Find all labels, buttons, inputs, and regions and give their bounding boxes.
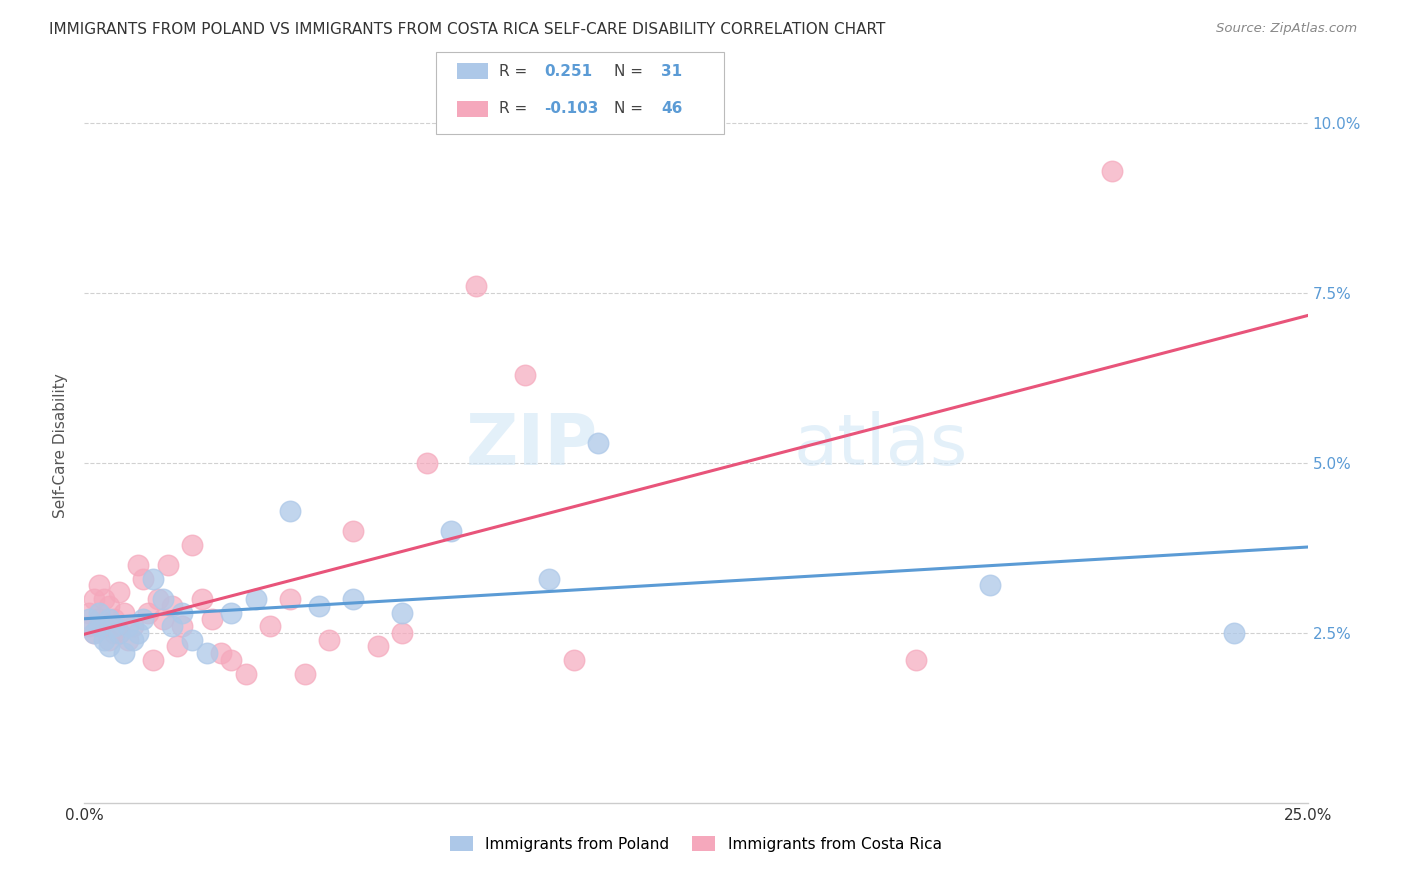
Text: R =: R =	[499, 64, 527, 78]
Point	[219, 653, 242, 667]
Point	[391, 626, 413, 640]
Point	[166, 640, 188, 654]
Point	[107, 626, 129, 640]
Text: Source: ZipAtlas.com: Source: ZipAtlas.com	[1216, 22, 1357, 36]
Point	[162, 599, 184, 613]
Point	[308, 599, 330, 613]
Point	[172, 606, 194, 620]
Text: R =: R =	[499, 102, 527, 116]
Point	[200, 612, 222, 626]
Point	[219, 606, 242, 620]
Point	[367, 640, 389, 654]
Point	[195, 646, 218, 660]
Point	[586, 435, 609, 450]
Point	[979, 578, 1001, 592]
Point	[513, 368, 536, 382]
Y-axis label: Self-Care Disability: Self-Care Disability	[53, 374, 69, 518]
Point	[97, 612, 120, 626]
Point	[156, 558, 179, 572]
Point	[77, 606, 100, 620]
Point	[93, 591, 115, 606]
Point	[112, 646, 135, 660]
Text: N =: N =	[614, 102, 644, 116]
Text: ZIP: ZIP	[465, 411, 598, 481]
Text: atlas: atlas	[794, 411, 969, 481]
Point	[562, 653, 585, 667]
Point	[107, 626, 129, 640]
Point	[117, 632, 139, 647]
Point	[318, 632, 340, 647]
Point	[77, 619, 100, 633]
Point	[142, 653, 165, 667]
Point	[103, 612, 125, 626]
Point	[142, 572, 165, 586]
Point	[93, 632, 115, 647]
Point	[1223, 626, 1246, 640]
Point	[127, 558, 149, 572]
Point	[127, 626, 149, 640]
Point	[172, 619, 194, 633]
Text: 31: 31	[661, 64, 682, 78]
Point	[136, 606, 159, 620]
Point	[122, 632, 145, 647]
Point	[416, 456, 439, 470]
Point	[97, 599, 120, 613]
Text: -0.103: -0.103	[544, 102, 599, 116]
Point	[152, 591, 174, 606]
Point	[83, 591, 105, 606]
Point	[107, 585, 129, 599]
Point	[87, 612, 110, 626]
Point	[181, 632, 204, 647]
Point	[87, 578, 110, 592]
Point	[162, 619, 184, 633]
Point	[538, 572, 561, 586]
Text: N =: N =	[614, 64, 644, 78]
Point	[117, 619, 139, 633]
Point	[191, 591, 214, 606]
Point	[278, 591, 301, 606]
Point	[77, 612, 100, 626]
Point	[235, 666, 257, 681]
Text: IMMIGRANTS FROM POLAND VS IMMIGRANTS FROM COSTA RICA SELF-CARE DISABILITY CORREL: IMMIGRANTS FROM POLAND VS IMMIGRANTS FRO…	[49, 22, 886, 37]
Point	[97, 640, 120, 654]
Point	[181, 537, 204, 551]
Point	[103, 626, 125, 640]
Point	[87, 606, 110, 620]
Point	[209, 646, 232, 660]
Point	[93, 619, 115, 633]
Point	[132, 612, 155, 626]
Point	[391, 606, 413, 620]
Point	[146, 591, 169, 606]
Point	[259, 619, 281, 633]
Point	[87, 619, 110, 633]
Text: 46: 46	[661, 102, 682, 116]
Point	[112, 606, 135, 620]
Point	[342, 591, 364, 606]
Point	[905, 653, 928, 667]
Point	[83, 626, 105, 640]
Point	[278, 503, 301, 517]
Point	[97, 632, 120, 647]
Text: 0.251: 0.251	[544, 64, 592, 78]
Point	[152, 612, 174, 626]
Point	[1101, 163, 1123, 178]
Point	[464, 279, 486, 293]
Legend: Immigrants from Poland, Immigrants from Costa Rica: Immigrants from Poland, Immigrants from …	[443, 828, 949, 859]
Point	[440, 524, 463, 538]
Point	[294, 666, 316, 681]
Point	[245, 591, 267, 606]
Point	[83, 626, 105, 640]
Point	[122, 619, 145, 633]
Point	[103, 619, 125, 633]
Point	[342, 524, 364, 538]
Point	[132, 572, 155, 586]
